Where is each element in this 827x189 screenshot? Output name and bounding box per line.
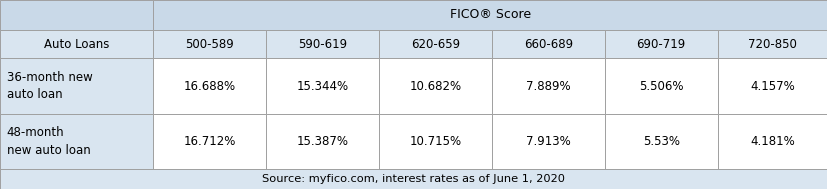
- Bar: [717, 114, 827, 169]
- Text: 10.715%: 10.715%: [409, 135, 461, 148]
- Bar: [0, 30, 153, 58]
- Bar: [0, 114, 153, 169]
- Bar: [491, 58, 604, 114]
- Text: 690-719: 690-719: [636, 37, 685, 50]
- Bar: [717, 58, 827, 114]
- Text: 4.157%: 4.157%: [749, 80, 794, 92]
- Bar: [266, 58, 379, 114]
- Text: 620-659: 620-659: [410, 37, 460, 50]
- Bar: [717, 30, 827, 58]
- Text: 720-850: 720-850: [748, 37, 796, 50]
- Text: 15.344%: 15.344%: [296, 80, 348, 92]
- Bar: [604, 58, 717, 114]
- Bar: [491, 114, 604, 169]
- Text: 5.506%: 5.506%: [638, 80, 682, 92]
- Bar: [153, 0, 827, 30]
- Text: Auto Loans: Auto Loans: [44, 37, 109, 50]
- Text: 10.682%: 10.682%: [409, 80, 461, 92]
- Text: 500-589: 500-589: [185, 37, 234, 50]
- Bar: [266, 114, 379, 169]
- Bar: [491, 30, 604, 58]
- Text: 16.688%: 16.688%: [184, 80, 236, 92]
- Bar: [604, 114, 717, 169]
- Bar: [153, 58, 266, 114]
- Bar: [0, 58, 153, 114]
- Bar: [379, 58, 491, 114]
- Text: FICO® Score: FICO® Score: [450, 9, 531, 22]
- Text: 48-month
new auto loan: 48-month new auto loan: [7, 126, 90, 156]
- Text: 7.913%: 7.913%: [525, 135, 570, 148]
- Text: 4.181%: 4.181%: [749, 135, 794, 148]
- Bar: [153, 114, 266, 169]
- Text: 7.889%: 7.889%: [525, 80, 570, 92]
- Text: 16.712%: 16.712%: [184, 135, 236, 148]
- Text: 660-689: 660-689: [523, 37, 572, 50]
- Text: 15.387%: 15.387%: [296, 135, 348, 148]
- Text: Source: myfico.com, interest rates as of June 1, 2020: Source: myfico.com, interest rates as of…: [262, 174, 565, 184]
- Bar: [604, 30, 717, 58]
- Text: 590-619: 590-619: [298, 37, 347, 50]
- Bar: [0, 0, 153, 30]
- Bar: [0, 169, 827, 189]
- Text: 36-month new
auto loan: 36-month new auto loan: [7, 71, 93, 101]
- Text: 5.53%: 5.53%: [642, 135, 679, 148]
- Bar: [153, 30, 266, 58]
- Bar: [379, 114, 491, 169]
- Bar: [379, 30, 491, 58]
- Bar: [266, 30, 379, 58]
